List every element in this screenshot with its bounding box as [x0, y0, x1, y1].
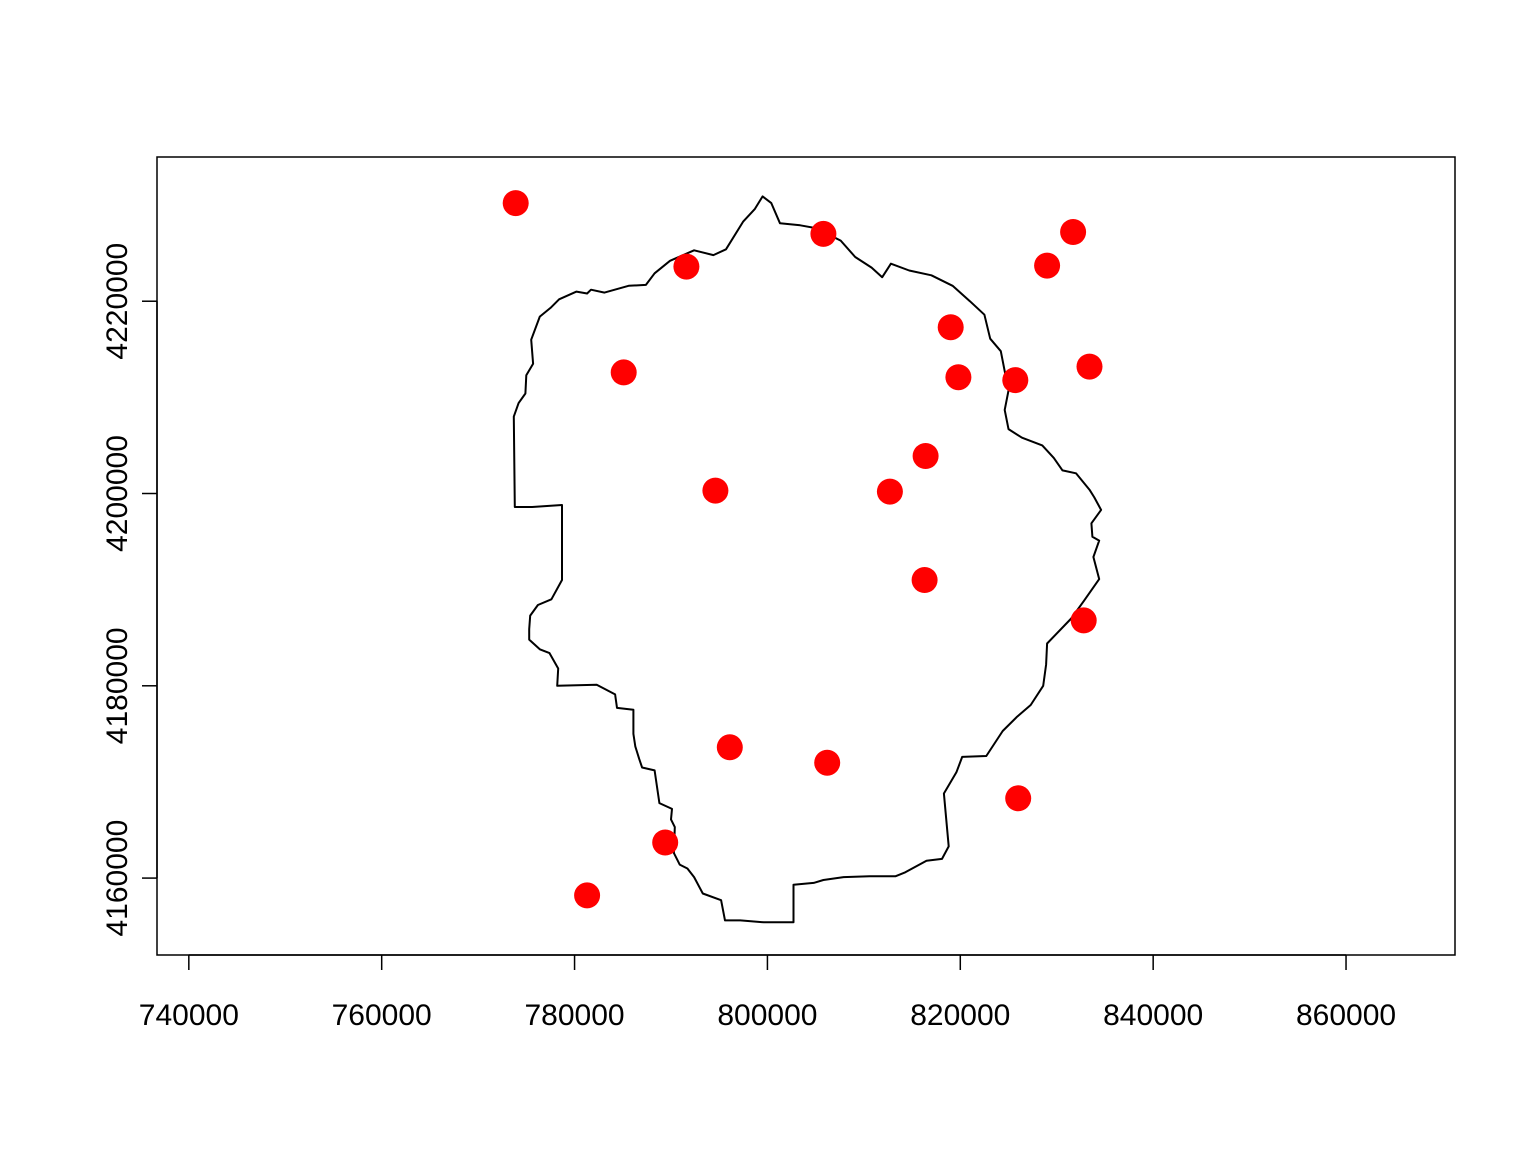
data-point: [673, 253, 700, 280]
data-point: [912, 443, 939, 469]
data-point: [1076, 353, 1103, 380]
y-tick-label: 4200000: [101, 435, 134, 552]
data-point: [702, 477, 729, 504]
data-point: [1002, 367, 1029, 394]
data-point: [1060, 219, 1087, 245]
x-tick-label: 860000: [1296, 999, 1396, 1032]
data-point: [1005, 785, 1032, 812]
data-point: [945, 364, 972, 391]
x-tick-label: 820000: [910, 999, 1010, 1032]
x-tick-label: 780000: [525, 999, 625, 1032]
data-point: [911, 567, 938, 593]
points-layer: [502, 190, 1103, 909]
data-point: [1070, 607, 1097, 634]
data-point: [937, 314, 964, 341]
data-point: [610, 359, 637, 386]
data-point: [652, 829, 679, 856]
y-tick-label: 4220000: [101, 243, 134, 360]
data-point: [574, 882, 601, 909]
data-point: [810, 220, 837, 247]
data-point: [814, 749, 841, 776]
data-point: [876, 478, 903, 505]
data-point: [1034, 252, 1061, 279]
x-tick-label: 760000: [332, 999, 432, 1032]
y-tick-label: 4160000: [101, 820, 134, 937]
x-tick-label: 800000: [717, 999, 817, 1032]
data-point: [716, 734, 743, 761]
x-tick-label: 840000: [1103, 999, 1203, 1032]
x-tick-label: 740000: [139, 999, 239, 1032]
y-tick-label: 4180000: [101, 627, 134, 744]
data-point: [502, 190, 529, 217]
y-axis: 4160000 4180000 4200000 4220000: [101, 243, 158, 937]
x-axis: 740000 760000 780000 800000 820000 840000 8600…: [139, 954, 1396, 1032]
